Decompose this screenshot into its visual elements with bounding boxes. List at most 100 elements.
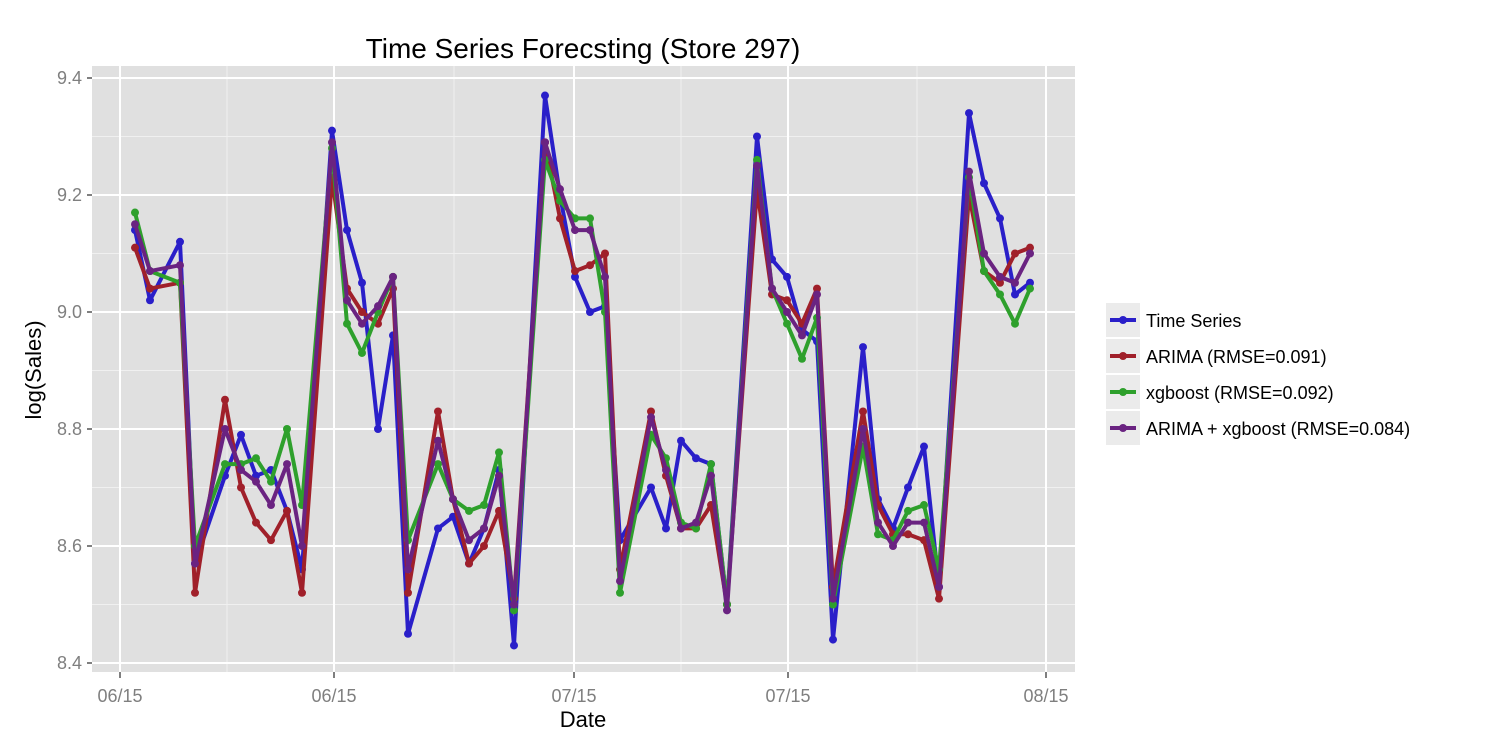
data-point bbox=[252, 477, 260, 486]
data-point bbox=[829, 635, 837, 644]
data-point bbox=[647, 483, 655, 492]
data-point bbox=[480, 524, 488, 533]
data-point bbox=[965, 167, 973, 176]
data-point bbox=[449, 495, 457, 504]
data-point bbox=[677, 436, 685, 445]
legend-label: xgboost (RMSE=0.092) bbox=[1146, 383, 1334, 403]
x-axis: 06/15 06/15 07/15 07/15 08/15 bbox=[97, 672, 1069, 706]
data-point bbox=[495, 448, 503, 457]
data-point bbox=[465, 506, 473, 515]
data-point bbox=[935, 582, 943, 591]
data-point bbox=[510, 600, 518, 609]
data-point bbox=[920, 518, 928, 527]
y-tick-label: 9.0 bbox=[57, 302, 82, 322]
data-point bbox=[176, 261, 184, 270]
data-point bbox=[221, 460, 229, 469]
data-point bbox=[768, 284, 776, 293]
y-axis-title: log(Sales) bbox=[21, 320, 46, 419]
data-point bbox=[328, 138, 336, 147]
data-point bbox=[465, 536, 473, 545]
data-point bbox=[283, 460, 291, 469]
data-point bbox=[904, 530, 912, 539]
x-tick-label: 07/15 bbox=[765, 686, 810, 706]
data-point bbox=[131, 243, 139, 252]
data-point bbox=[586, 226, 594, 235]
data-point bbox=[904, 506, 912, 515]
data-point bbox=[131, 208, 139, 217]
data-point bbox=[859, 407, 867, 416]
series-arima bbox=[131, 138, 1034, 615]
data-point bbox=[980, 249, 988, 258]
data-point bbox=[996, 272, 1004, 281]
data-point bbox=[904, 518, 912, 527]
data-point bbox=[723, 606, 731, 615]
data-point bbox=[1011, 278, 1019, 287]
data-point bbox=[874, 530, 882, 539]
data-point bbox=[904, 483, 912, 492]
data-point bbox=[586, 308, 594, 316]
y-tick-label: 8.8 bbox=[57, 419, 82, 439]
data-point bbox=[692, 454, 700, 463]
x-tick-label: 08/15 bbox=[1023, 686, 1068, 706]
data-point bbox=[131, 220, 139, 229]
data-point bbox=[434, 524, 442, 533]
x-axis-title: Date bbox=[560, 707, 606, 732]
data-point bbox=[920, 442, 928, 451]
data-point bbox=[813, 290, 821, 299]
data-point bbox=[1011, 290, 1019, 299]
y-tick-label: 9.4 bbox=[57, 68, 82, 88]
data-point bbox=[829, 600, 837, 609]
legend: Time Series ARIMA (RMSE=0.091) xgboost (RM… bbox=[1106, 303, 1410, 445]
data-point bbox=[434, 407, 442, 416]
y-tick-label: 9.2 bbox=[57, 185, 82, 205]
y-tick-label: 8.4 bbox=[57, 653, 82, 673]
data-point bbox=[571, 267, 579, 276]
data-point bbox=[935, 594, 943, 603]
data-point bbox=[252, 454, 260, 463]
series-lines bbox=[131, 91, 1034, 650]
data-point bbox=[495, 471, 503, 480]
data-point bbox=[647, 407, 655, 416]
data-point bbox=[146, 284, 154, 293]
data-point bbox=[571, 272, 579, 281]
data-point bbox=[783, 272, 791, 281]
data-point bbox=[358, 319, 366, 328]
data-point bbox=[252, 518, 260, 527]
data-point bbox=[692, 524, 700, 533]
x-tick-label: 06/15 bbox=[97, 686, 142, 706]
data-point bbox=[358, 348, 366, 357]
data-point bbox=[510, 606, 518, 615]
legend-item: Time Series bbox=[1106, 303, 1241, 337]
y-tick-label: 8.6 bbox=[57, 536, 82, 556]
data-point bbox=[996, 290, 1004, 299]
data-point bbox=[980, 179, 988, 188]
data-point bbox=[1026, 278, 1034, 287]
legend-item: ARIMA (RMSE=0.091) bbox=[1106, 339, 1327, 373]
data-point bbox=[829, 594, 837, 603]
data-point bbox=[358, 308, 366, 316]
data-point bbox=[601, 272, 609, 281]
data-point bbox=[813, 284, 821, 293]
data-point bbox=[267, 477, 275, 486]
data-point bbox=[616, 588, 624, 597]
legend-label: ARIMA + xgboost (RMSE=0.084) bbox=[1146, 419, 1410, 439]
data-point bbox=[480, 542, 488, 550]
data-point bbox=[328, 126, 336, 135]
data-point bbox=[707, 460, 715, 469]
data-point bbox=[1026, 243, 1034, 252]
data-point bbox=[389, 272, 397, 281]
data-point bbox=[556, 214, 564, 223]
data-point bbox=[616, 577, 624, 586]
chart-title: Time Series Forecsting (Store 297) bbox=[366, 33, 801, 64]
data-point bbox=[146, 267, 154, 276]
legend-item: xgboost (RMSE=0.092) bbox=[1106, 375, 1334, 409]
data-point bbox=[783, 296, 791, 305]
data-point bbox=[996, 278, 1004, 287]
data-point bbox=[783, 308, 791, 316]
data-point bbox=[510, 641, 518, 650]
data-point bbox=[541, 91, 549, 100]
data-point bbox=[283, 425, 291, 433]
data-point bbox=[662, 465, 670, 474]
data-point bbox=[586, 214, 594, 223]
